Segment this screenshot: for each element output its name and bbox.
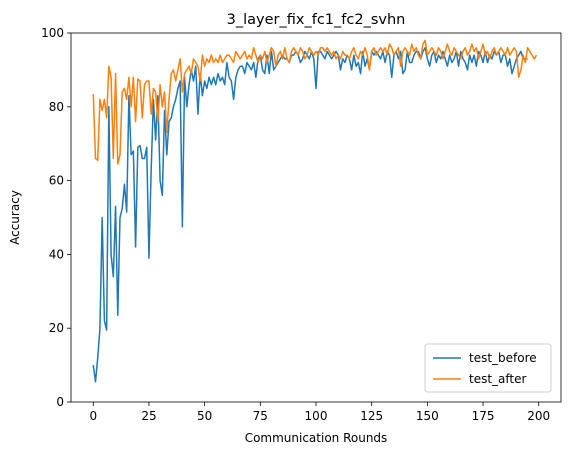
- x-tick-label: 25: [141, 409, 156, 423]
- chart-title: 3_layer_fix_fc1_fc2_svhn: [227, 12, 406, 28]
- legend: test_before test_after: [424, 343, 552, 393]
- y-axis-ticks: 0 20 40 60 80 100: [41, 26, 71, 409]
- x-tick-label: 50: [197, 409, 212, 423]
- x-axis-label: Communication Rounds: [245, 431, 388, 445]
- x-tick-label: 175: [472, 409, 495, 423]
- x-tick-label: 200: [527, 409, 550, 423]
- legend-label-test-after: test_after: [469, 372, 527, 386]
- x-axis-ticks: 0 25 50 75 100 125 150 175 200: [89, 402, 550, 423]
- x-tick-label: 150: [416, 409, 439, 423]
- y-tick-label: 20: [49, 321, 64, 335]
- x-tick-label: 125: [360, 409, 383, 423]
- series-line-test-before: [92, 47, 528, 383]
- y-tick-label: 60: [49, 174, 64, 188]
- x-tick-label: 0: [89, 409, 97, 423]
- y-tick-label: 40: [49, 247, 64, 261]
- y-tick-label: 0: [56, 395, 64, 409]
- legend-box: [424, 343, 552, 393]
- y-tick-label: 80: [49, 100, 64, 114]
- y-tick-label: 100: [41, 26, 64, 40]
- series-line-test-after: [92, 39, 538, 165]
- legend-label-test-before: test_before: [469, 351, 537, 365]
- y-axis-label: Accuracy: [8, 190, 22, 245]
- x-tick-label: 75: [253, 409, 268, 423]
- x-tick-label: 100: [305, 409, 328, 423]
- series-layer: [92, 39, 538, 383]
